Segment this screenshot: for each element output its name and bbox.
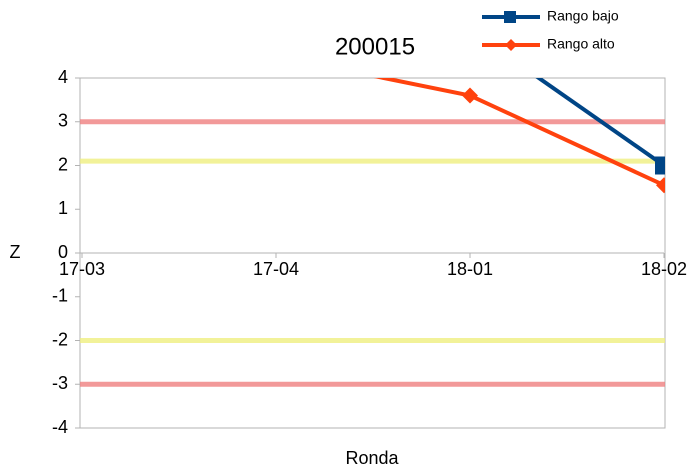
marker: [656, 177, 665, 194]
y-tick-label: -2: [52, 329, 68, 349]
y-tick-label: 3: [58, 111, 68, 131]
y-tick-label: 0: [58, 242, 68, 262]
marker: [268, 48, 284, 64]
x-tick-label: 17-03: [59, 259, 105, 279]
legend-label: Rango bajo: [547, 8, 619, 24]
x-tick-label: 18-02: [641, 259, 687, 279]
y-tick-label: -3: [52, 373, 68, 393]
legend-marker: [504, 11, 516, 23]
legend-marker: [505, 39, 517, 51]
y-tick-label: 4: [58, 67, 68, 87]
y-tick-label: 1: [58, 198, 68, 218]
legend-label: Rango alto: [547, 36, 615, 52]
marker: [462, 87, 478, 104]
x-tick-label: 18-01: [447, 259, 493, 279]
plot-area: [80, 21, 665, 387]
y-tick-label: -1: [52, 286, 68, 306]
marker: [461, 21, 479, 39]
x-tick-label: 17-04: [253, 259, 299, 279]
y-tick-label: 2: [58, 154, 68, 174]
y-axis-label: Z: [10, 242, 21, 262]
y-tick-label: -4: [52, 417, 68, 437]
series-line: [535, 78, 665, 168]
chart-title: 200015: [335, 33, 415, 60]
marker: [655, 156, 665, 175]
x-axis-label: Ronda: [345, 448, 399, 468]
